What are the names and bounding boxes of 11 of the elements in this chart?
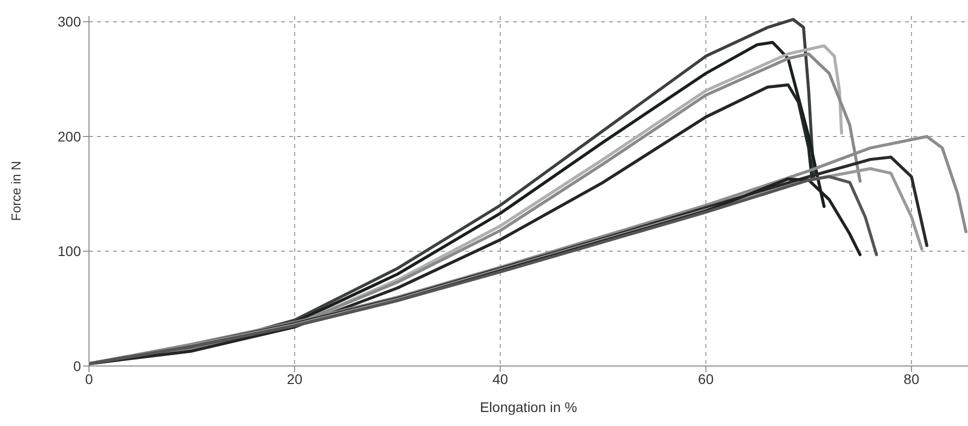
y-tick-label: 100: [58, 243, 82, 260]
y-tick-label: 300: [58, 14, 82, 30]
x-tick-label: 20: [286, 370, 303, 387]
x-tick-label: 80: [904, 370, 920, 387]
y-axis-title: Force in N: [8, 161, 24, 221]
x-tick-label: 40: [492, 370, 508, 387]
y-tick-label: 200: [58, 128, 82, 144]
x-tick-label: 60: [698, 370, 714, 387]
y-tick-label: 0: [73, 358, 82, 374]
x-tick-label: 0: [85, 370, 94, 387]
x-axis-title: Elongation in %: [480, 399, 578, 415]
